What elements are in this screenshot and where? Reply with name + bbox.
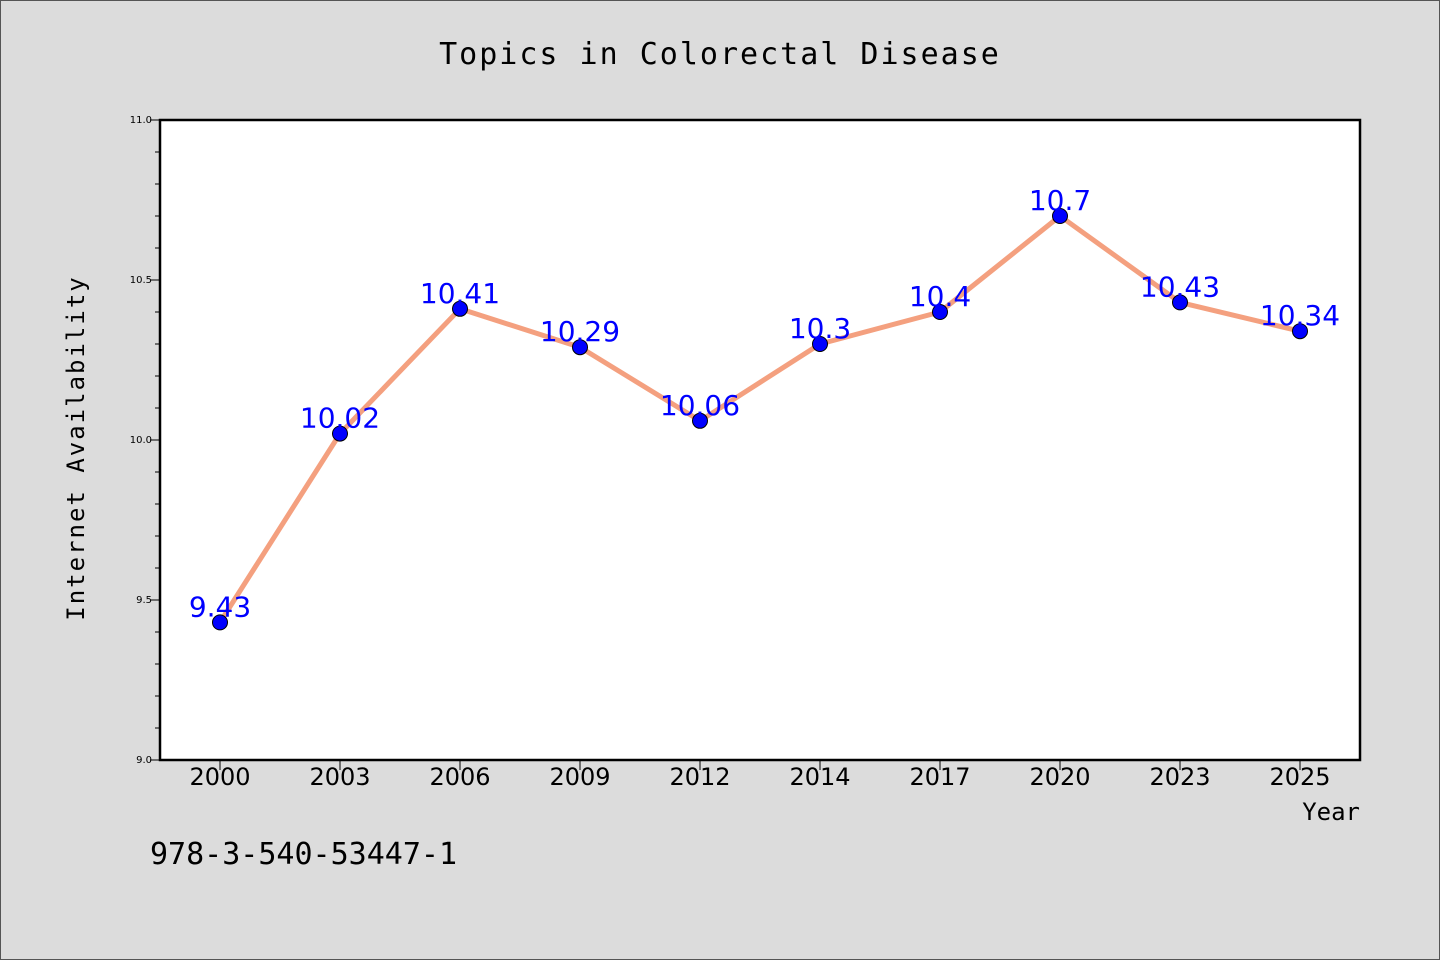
data-label: 10.4: [909, 280, 971, 313]
data-point: [1052, 208, 1068, 224]
series-line-group: [217, 213, 1301, 624]
x-tick-label: 2017: [909, 763, 970, 791]
x-tick-label: 2023: [1149, 763, 1210, 791]
x-tick-label: 2009: [549, 763, 610, 791]
x-tick-label: 2014: [789, 763, 850, 791]
isbn-text: 978-3-540-53447-1: [150, 837, 457, 872]
data-label: 10.34: [1260, 299, 1340, 332]
data-point: [1292, 323, 1308, 340]
data-label: 10.43: [1140, 270, 1220, 303]
data-labels: 9.43 10.02 10.41 10.29 10.06 10.3 10.4 10.7 10.4…: [189, 184, 1340, 623]
data-point: [212, 614, 228, 631]
y-axis-label: Internet Availability: [62, 275, 90, 620]
chart-title: Topics in Colorectal Disease: [439, 37, 1001, 72]
data-label: 10.7: [1029, 184, 1091, 217]
y-tick-label: 9.0: [136, 755, 152, 766]
data-label: 10.02: [300, 402, 380, 435]
series-line: [217, 213, 1301, 624]
data-point: [332, 425, 348, 442]
x-tick-label: 2006: [429, 763, 490, 791]
x-axis-ticks: 2000 2003 2006 2009 2012 2014 2017 2020 2023 2025: [189, 760, 1331, 791]
x-tick-label: 2012: [669, 763, 730, 791]
data-point: [452, 300, 468, 317]
data-label: 9.43: [189, 590, 251, 623]
x-axis-label: Year: [1302, 798, 1360, 826]
y-tick-label: 10.5: [130, 275, 152, 286]
y-tick-label: 11.0: [130, 115, 152, 126]
data-label: 10.06: [660, 389, 740, 422]
x-tick-label: 2020: [1029, 763, 1090, 791]
y-axis-ticks: 9.0 9.5 10.0 10.5 11.0: [130, 115, 160, 766]
data-markers: [212, 208, 1308, 631]
data-label: 10.41: [420, 277, 500, 310]
x-tick-label: 2025: [1269, 763, 1330, 791]
data-point: [572, 339, 588, 356]
plot-area: [158, 118, 1362, 762]
data-point: [1172, 294, 1188, 311]
data-point: [932, 304, 948, 320]
data-point: [692, 412, 708, 429]
data-point: [812, 336, 828, 352]
data-label: 10.29: [540, 315, 620, 348]
data-label: 10.3: [789, 312, 851, 345]
x-tick-label: 2000: [189, 763, 250, 791]
y-tick-label: 9.5: [136, 595, 152, 606]
x-tick-label: 2003: [309, 763, 370, 791]
y-tick-label: 10.0: [130, 435, 152, 446]
